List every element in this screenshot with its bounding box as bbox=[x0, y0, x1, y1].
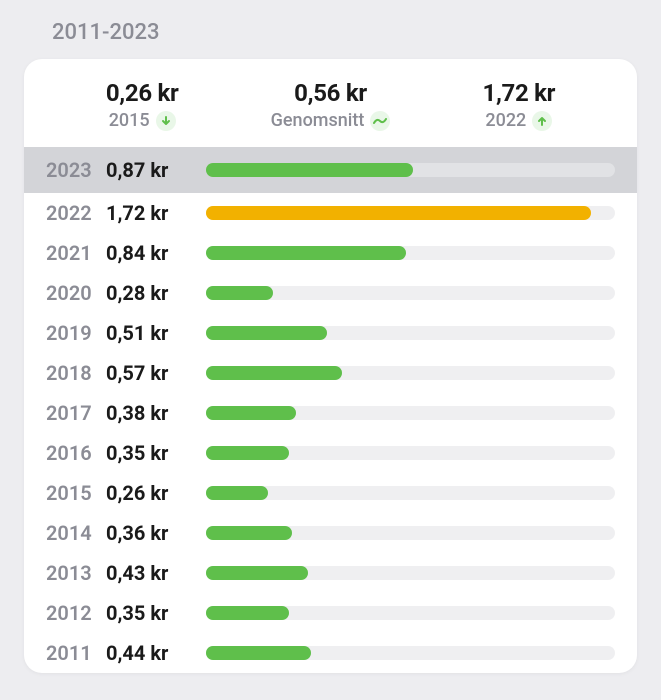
bar-cell bbox=[206, 646, 615, 660]
year-label: 2014 bbox=[46, 521, 106, 545]
bar-cell bbox=[206, 606, 615, 620]
year-bar-list: 20230,87 kr20221,72 kr20210,84 kr20200,2… bbox=[24, 147, 637, 673]
year-label: 2017 bbox=[46, 401, 106, 425]
bar-fill bbox=[206, 406, 296, 420]
bar-fill bbox=[206, 526, 292, 540]
bar-cell bbox=[206, 566, 615, 580]
summary-row: 0,26 kr 2015 0,56 kr Genomsnitt bbox=[24, 59, 637, 147]
table-row: 20130,43 kr bbox=[24, 553, 637, 593]
bar-fill bbox=[206, 163, 413, 177]
table-row: 20210,84 kr bbox=[24, 233, 637, 273]
value-label: 1,72 kr bbox=[106, 201, 206, 225]
summary-min-value: 0,26 kr bbox=[48, 79, 236, 107]
bar-track bbox=[206, 646, 615, 660]
summary-max: 1,72 kr 2022 bbox=[425, 79, 613, 131]
year-label: 2022 bbox=[46, 201, 106, 225]
value-label: 0,38 kr bbox=[106, 401, 206, 425]
stats-card: 0,26 kr 2015 0,56 kr Genomsnitt bbox=[24, 59, 637, 673]
table-row: 20200,28 kr bbox=[24, 273, 637, 313]
year-label: 2021 bbox=[46, 241, 106, 265]
bar-track bbox=[206, 486, 615, 500]
bar-cell bbox=[206, 286, 615, 300]
trend-icon bbox=[370, 111, 390, 131]
year-label: 2011 bbox=[46, 641, 106, 665]
value-label: 0,28 kr bbox=[106, 281, 206, 305]
table-row: 20190,51 kr bbox=[24, 313, 637, 353]
bar-track bbox=[206, 446, 615, 460]
bar-track bbox=[206, 406, 615, 420]
year-label: 2015 bbox=[46, 481, 106, 505]
value-label: 0,35 kr bbox=[106, 441, 206, 465]
summary-max-label: 2022 bbox=[485, 110, 526, 131]
year-label: 2020 bbox=[46, 281, 106, 305]
year-label: 2023 bbox=[46, 158, 106, 182]
bar-track bbox=[206, 206, 615, 220]
bar-cell bbox=[206, 206, 615, 220]
value-label: 0,57 kr bbox=[106, 361, 206, 385]
table-row: 20150,26 kr bbox=[24, 473, 637, 513]
year-label: 2018 bbox=[46, 361, 106, 385]
bar-cell bbox=[206, 406, 615, 420]
table-row: 20120,35 kr bbox=[24, 593, 637, 633]
value-label: 0,43 kr bbox=[106, 561, 206, 585]
year-label: 2019 bbox=[46, 321, 106, 345]
value-label: 0,84 kr bbox=[106, 241, 206, 265]
date-range-title: 2011-2023 bbox=[52, 20, 637, 45]
bar-track bbox=[206, 606, 615, 620]
bar-track bbox=[206, 246, 615, 260]
arrow-up-icon bbox=[532, 111, 552, 131]
summary-min-label: 2015 bbox=[109, 110, 150, 131]
summary-avg-label: Genomsnitt bbox=[271, 110, 365, 131]
bar-fill bbox=[206, 286, 273, 300]
value-label: 0,87 kr bbox=[106, 158, 206, 182]
summary-avg-value: 0,56 kr bbox=[236, 79, 424, 107]
summary-max-value: 1,72 kr bbox=[425, 79, 613, 107]
bar-cell bbox=[206, 486, 615, 500]
value-label: 0,51 kr bbox=[106, 321, 206, 345]
bar-track bbox=[206, 366, 615, 380]
table-row: 20140,36 kr bbox=[24, 513, 637, 553]
bar-track bbox=[206, 286, 615, 300]
year-label: 2016 bbox=[46, 441, 106, 465]
summary-avg: 0,56 kr Genomsnitt bbox=[236, 79, 424, 131]
value-label: 0,26 kr bbox=[106, 481, 206, 505]
bar-cell bbox=[206, 446, 615, 460]
table-row: 20221,72 kr bbox=[24, 193, 637, 233]
bar-cell bbox=[206, 246, 615, 260]
value-label: 0,44 kr bbox=[106, 641, 206, 665]
bar-fill bbox=[206, 606, 289, 620]
value-label: 0,36 kr bbox=[106, 521, 206, 545]
summary-min: 0,26 kr 2015 bbox=[48, 79, 236, 131]
table-row: 20160,35 kr bbox=[24, 433, 637, 473]
table-row: 20110,44 kr bbox=[24, 633, 637, 673]
year-label: 2013 bbox=[46, 561, 106, 585]
table-row: 20230,87 kr bbox=[24, 147, 637, 193]
bar-fill bbox=[206, 366, 342, 380]
table-row: 20170,38 kr bbox=[24, 393, 637, 433]
bar-cell bbox=[206, 366, 615, 380]
bar-fill bbox=[206, 646, 311, 660]
value-label: 0,35 kr bbox=[106, 601, 206, 625]
bar-cell bbox=[206, 326, 615, 340]
bar-fill bbox=[206, 206, 591, 220]
year-label: 2012 bbox=[46, 601, 106, 625]
bar-cell bbox=[206, 526, 615, 540]
bar-fill bbox=[206, 486, 268, 500]
bar-cell bbox=[206, 163, 615, 177]
bar-track bbox=[206, 566, 615, 580]
bar-fill bbox=[206, 446, 289, 460]
bar-fill bbox=[206, 326, 327, 340]
bar-track bbox=[206, 526, 615, 540]
bar-track bbox=[206, 163, 615, 177]
arrow-down-icon bbox=[156, 111, 176, 131]
bar-fill bbox=[206, 246, 406, 260]
bar-track bbox=[206, 326, 615, 340]
bar-fill bbox=[206, 566, 308, 580]
table-row: 20180,57 kr bbox=[24, 353, 637, 393]
